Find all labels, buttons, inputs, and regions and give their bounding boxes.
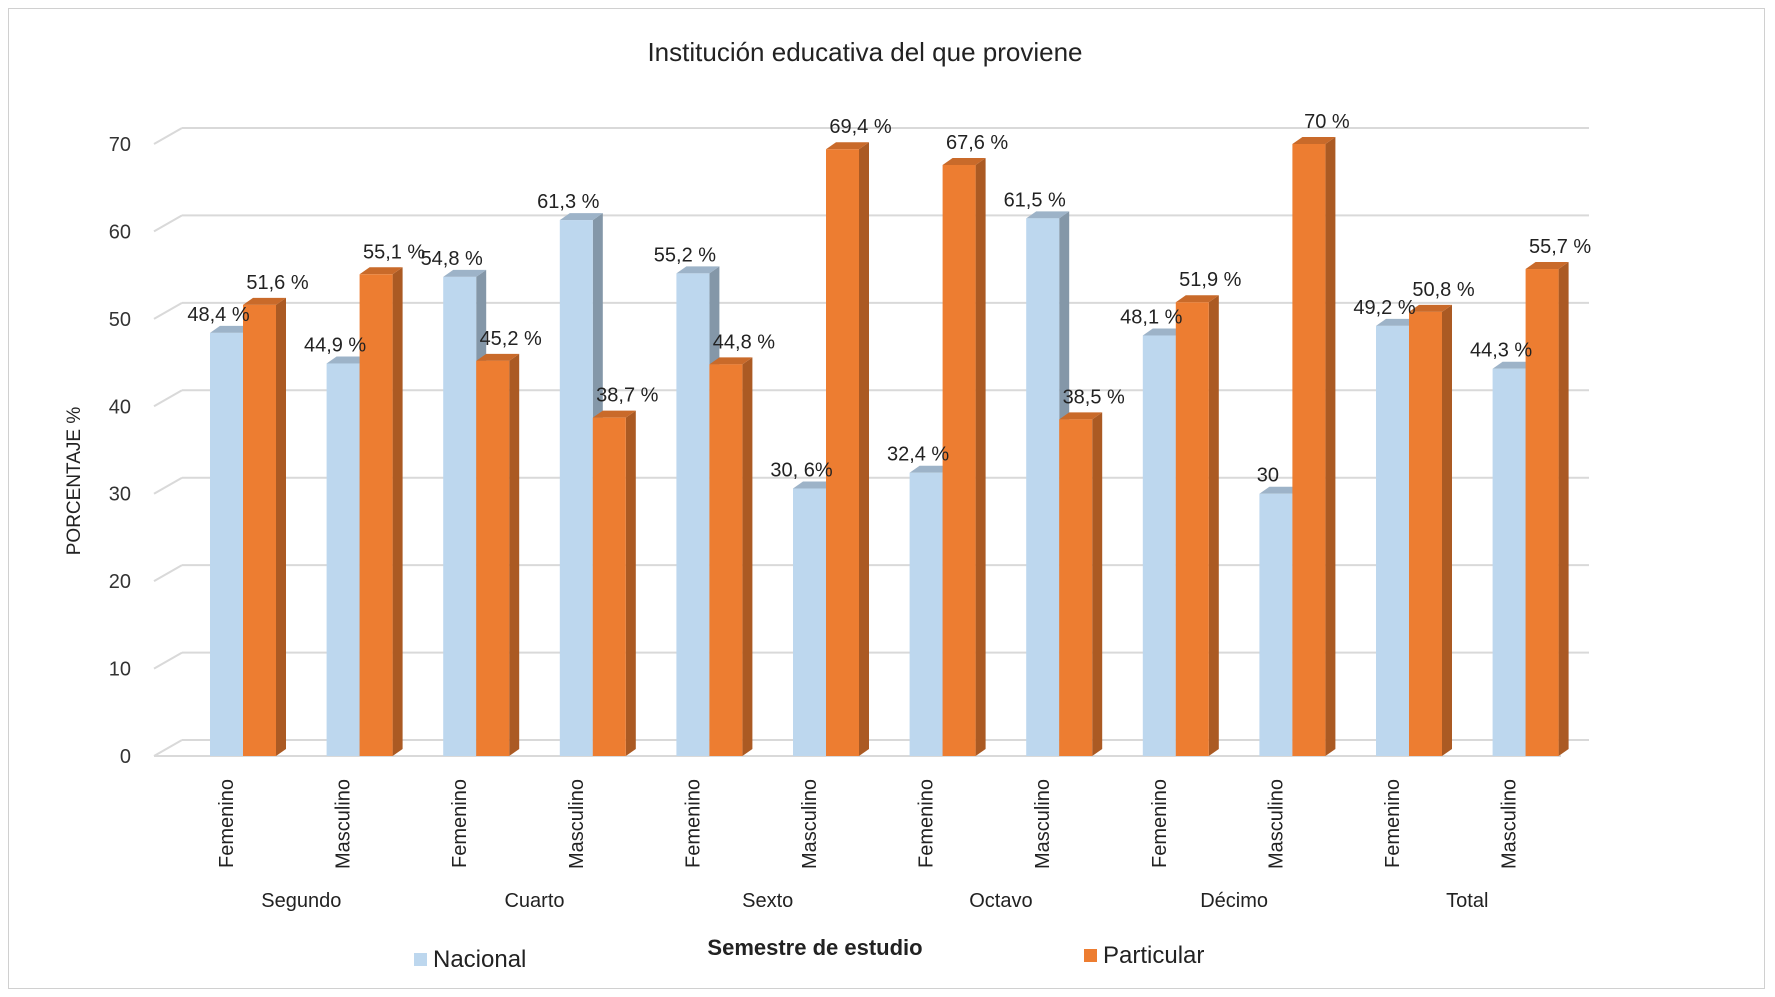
category-label: Femenino	[916, 779, 938, 868]
data-label: 32,4 %	[887, 444, 949, 466]
data-label: 55,2 %	[654, 244, 716, 266]
bars	[210, 137, 1569, 757]
data-label: 30, 6%	[770, 459, 832, 481]
data-label: 61,5 %	[1004, 189, 1066, 211]
legend-item: Particular	[1084, 942, 1204, 969]
data-label: 51,6 %	[246, 272, 308, 294]
x-axis-label: Semestre de estudio	[707, 935, 922, 960]
bar-particular	[1059, 412, 1103, 756]
y-tick-label: 50	[109, 309, 131, 331]
group-labels: Segundo Cuarto Sexto Octavo Décimo Total	[261, 890, 1488, 912]
y-tick-label: 30	[109, 484, 131, 506]
category-label: Femenino	[1149, 779, 1171, 868]
data-label: 70 %	[1304, 111, 1350, 133]
group-label: Segundo	[261, 890, 341, 912]
data-label: 61,3 %	[537, 191, 599, 213]
y-axis-ticks: 0 10 20 30 40 50 60 70	[109, 134, 131, 768]
gridline-side	[153, 389, 183, 408]
bar-particular	[243, 297, 286, 756]
category-label: Femenino	[449, 779, 471, 868]
chart-frame: Institución educativa del que proviene P…	[8, 8, 1765, 989]
data-label: 30	[1257, 465, 1279, 487]
bar-particular	[1175, 295, 1219, 756]
category-label: Masculino	[1499, 779, 1521, 869]
group-label: Octavo	[969, 890, 1032, 912]
gridline-side	[153, 651, 183, 670]
y-tick-label: 70	[109, 134, 131, 156]
data-label: 44,8 %	[713, 331, 775, 353]
data-label: 54,8 %	[421, 248, 483, 270]
category-label: Masculino	[566, 779, 588, 869]
gridline-side	[153, 564, 183, 583]
gridline-side	[153, 739, 183, 757]
data-label: 69,4 %	[829, 116, 891, 138]
bar-particular	[1525, 262, 1569, 756]
y-axis-label: PORCENTAJE %	[64, 407, 85, 556]
bar-particular	[476, 353, 520, 756]
data-label: 67,6 %	[946, 132, 1008, 154]
y-tick-label: 20	[109, 571, 131, 593]
data-label: 55,1 %	[363, 241, 425, 263]
category-label: Masculino	[1032, 779, 1054, 869]
category-labels: Femenino Masculino Femenino Masculino Femeni…	[216, 779, 1521, 869]
y-tick-label: 10	[109, 659, 131, 681]
bar-particular	[592, 410, 636, 756]
data-label: 55,7 %	[1529, 236, 1591, 258]
data-label: 50,8 %	[1412, 279, 1474, 301]
group-label: Cuarto	[504, 890, 564, 912]
legend-swatch	[414, 953, 427, 966]
y-tick-label: 0	[120, 746, 131, 768]
data-label: 38,5 %	[1063, 386, 1125, 408]
bar-chart: Institución educativa del que proviene P…	[64, 37, 1591, 973]
data-label: 44,3 %	[1470, 340, 1532, 362]
data-label: 38,7 %	[596, 385, 658, 407]
data-label: 49,2 %	[1353, 297, 1415, 319]
legend-label: Particular	[1103, 942, 1204, 969]
y-tick-label: 60	[109, 221, 131, 243]
bar-particular	[1409, 304, 1452, 756]
bar-particular	[1292, 137, 1336, 756]
data-label: 48,4 %	[187, 304, 249, 326]
category-label: Masculino	[799, 779, 821, 869]
legend-swatch	[1084, 949, 1097, 962]
legend-item: Nacional	[414, 946, 526, 973]
data-labels: 48,4 % 51,6 % 44,9 % 55,1 %54,8 % 45,2 % 61,3…	[187, 111, 1591, 487]
category-label: Femenino	[682, 779, 704, 868]
bar-particular	[359, 267, 403, 756]
gridline-side	[153, 214, 183, 233]
group-label: Sexto	[742, 890, 793, 912]
gridline-side	[153, 476, 183, 495]
gridline-side	[153, 301, 183, 320]
legend: Nacional Particular	[414, 942, 1204, 973]
data-label: 45,2 %	[480, 328, 542, 350]
bar-particular	[709, 357, 753, 756]
category-label: Femenino	[1382, 779, 1404, 868]
category-label: Femenino	[216, 779, 238, 868]
category-label: Masculino	[1265, 779, 1287, 869]
gridline-side	[153, 127, 183, 145]
bar-particular	[826, 142, 869, 756]
group-label: Décimo	[1200, 890, 1268, 912]
legend-label: Nacional	[433, 946, 526, 973]
data-label: 48,1 %	[1120, 306, 1182, 328]
category-label: Masculino	[333, 779, 355, 869]
chart-title: Institución educativa del que proviene	[647, 37, 1082, 67]
group-label: Total	[1446, 890, 1488, 912]
bar-particular	[942, 157, 986, 757]
data-label: 44,9 %	[304, 334, 366, 356]
data-label: 51,9 %	[1179, 269, 1241, 291]
y-tick-label: 40	[109, 396, 131, 418]
